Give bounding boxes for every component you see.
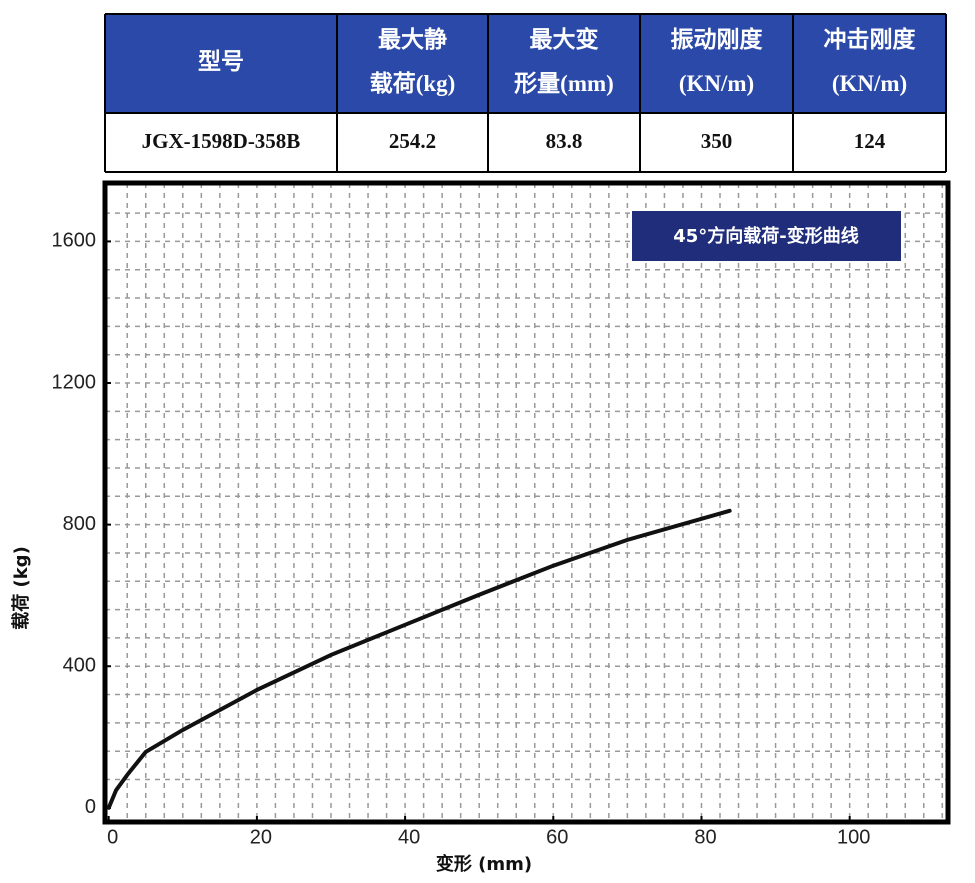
table-header-bg bbox=[105, 14, 946, 113]
table-cell: 83.8 bbox=[546, 129, 583, 153]
table-cell: JGX-1598D-358B bbox=[142, 129, 301, 153]
header-cell: 最大变 bbox=[530, 26, 599, 52]
y-tick-label: 0 bbox=[85, 796, 96, 818]
header-cell: 形量(mm) bbox=[514, 71, 614, 96]
x-axis-label: 变形 (mm) bbox=[436, 853, 532, 875]
header-cell: 载荷(kg) bbox=[370, 71, 456, 96]
title-box bbox=[632, 211, 901, 261]
y-tick-label: 800 bbox=[63, 513, 96, 535]
table-cell: 124 bbox=[854, 129, 886, 153]
x-tick-label: 0 bbox=[107, 826, 118, 848]
plot-frame bbox=[102, 180, 951, 825]
y-tick-label: 1600 bbox=[52, 230, 97, 252]
header-cell: (KN/m) bbox=[679, 71, 754, 96]
header-cell: 型号 bbox=[198, 49, 244, 74]
header-cell: (KN/m) bbox=[832, 71, 907, 96]
header-cell: 冲击刚度 bbox=[824, 26, 917, 52]
y-axis-label: 载荷 (kg) bbox=[10, 546, 32, 630]
table-cell: 254.2 bbox=[389, 129, 436, 153]
x-tick-label: 40 bbox=[398, 826, 420, 848]
x-tick-label: 20 bbox=[250, 826, 272, 848]
header-cell: 振动刚度 bbox=[671, 26, 764, 52]
y-tick-label: 400 bbox=[63, 655, 96, 677]
table-cell: 350 bbox=[701, 129, 733, 153]
x-tick-label: 100 bbox=[837, 826, 870, 848]
data-line bbox=[106, 508, 732, 810]
header-cell: 最大静 bbox=[378, 26, 447, 52]
x-tick-label: 60 bbox=[546, 826, 568, 848]
chart-title: 45°方向载荷-变形曲线 bbox=[673, 225, 859, 247]
y-tick-label: 1200 bbox=[52, 371, 97, 393]
x-tick-label: 80 bbox=[694, 826, 716, 848]
